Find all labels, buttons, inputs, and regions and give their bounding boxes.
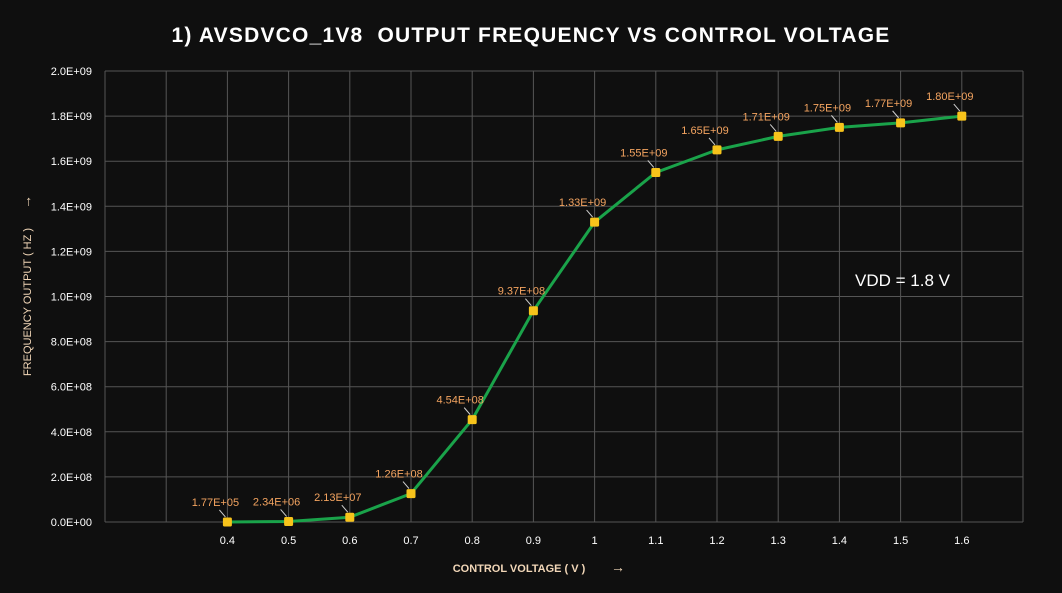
x-axis-ticks: 0.4 0.5 0.6 0.7 0.8 0.9 1 1.1 1.2 1.3 1.4 1.5 1.6 bbox=[220, 535, 970, 547]
vdd-annotation: VDD = 1.8 V bbox=[855, 271, 951, 290]
x-tick-label: 1.6 bbox=[954, 535, 969, 547]
x-tick-label: 0.7 bbox=[403, 535, 418, 547]
data-label: 4.54E+08 bbox=[436, 395, 483, 407]
y-tick-label: 1.0E+09 bbox=[51, 292, 92, 304]
data-point bbox=[590, 217, 600, 227]
x-axis-arrow: → bbox=[611, 559, 625, 575]
y-tick-label: 2.0E+08 bbox=[51, 472, 92, 484]
leader-line bbox=[708, 137, 716, 146]
x-tick-label: 0.5 bbox=[281, 535, 296, 547]
y-axis-arrow: → bbox=[18, 195, 34, 209]
data-point bbox=[406, 489, 416, 499]
data-label: 9.37E+08 bbox=[498, 286, 545, 298]
y-tick-label: 6.0E+08 bbox=[51, 382, 92, 394]
data-label: 2.13E+07 bbox=[314, 492, 361, 504]
y-tick-label: 1.4E+09 bbox=[51, 201, 92, 213]
leader-line bbox=[647, 160, 655, 168]
data-point bbox=[467, 415, 477, 425]
x-tick-label: 1.5 bbox=[893, 535, 908, 547]
x-tick-label: 0.4 bbox=[220, 535, 235, 547]
y-tick-label: 0.0E+00 bbox=[51, 517, 92, 529]
data-point bbox=[528, 306, 538, 316]
data-point bbox=[651, 167, 661, 177]
y-tick-label: 1.8E+09 bbox=[51, 111, 92, 123]
x-tick-label: 0.8 bbox=[465, 535, 480, 547]
data-label: 1.75E+09 bbox=[804, 102, 851, 114]
data-point bbox=[773, 131, 783, 141]
data-label: 1.71E+09 bbox=[742, 111, 789, 123]
y-tick-label: 1.6E+09 bbox=[51, 156, 92, 168]
data-label: 1.77E+05 bbox=[192, 497, 239, 509]
grid bbox=[104, 70, 1024, 523]
x-tick-label: 1.2 bbox=[709, 535, 724, 547]
data-label: 1.80E+09 bbox=[926, 91, 973, 103]
x-tick-label: 0.9 bbox=[526, 535, 541, 547]
leader-line bbox=[463, 407, 471, 415]
leader-line bbox=[341, 504, 349, 513]
y-tick-label: 2.0E+09 bbox=[51, 66, 92, 78]
leader-line bbox=[769, 124, 777, 132]
data-point bbox=[345, 512, 355, 522]
leader-line bbox=[402, 481, 410, 489]
y-tick-label: 4.0E+08 bbox=[51, 427, 92, 439]
data-point bbox=[284, 516, 294, 526]
data-labels: 1.77E+05 2.34E+06 2.13E+07 1.26E+08 4.54E+08… bbox=[192, 91, 974, 518]
leader-line bbox=[953, 103, 961, 112]
data-point bbox=[834, 122, 844, 132]
data-point bbox=[222, 517, 232, 527]
leader-line bbox=[280, 509, 287, 517]
leader-line bbox=[892, 110, 899, 119]
x-tick-label: 1.3 bbox=[771, 535, 786, 547]
data-label: 1.65E+09 bbox=[681, 125, 728, 137]
data-point bbox=[957, 111, 967, 121]
data-label: 1.33E+09 bbox=[559, 197, 606, 209]
data-label: 1.55E+09 bbox=[620, 147, 667, 159]
data-point bbox=[896, 118, 906, 128]
x-tick-label: 1.4 bbox=[832, 535, 847, 547]
y-axis-ticks: 0.0E+00 2.0E+08 4.0E+08 6.0E+08 8.0E+08 1.0E+… bbox=[51, 66, 92, 529]
y-axis-title: FREQUENCY OUTPUT ( HZ ) bbox=[22, 228, 34, 376]
leader-line bbox=[525, 298, 532, 307]
x-axis-title: CONTROL VOLTAGE ( V ) bbox=[453, 563, 586, 575]
series-markers bbox=[222, 111, 967, 527]
x-tick-label: 1 bbox=[592, 535, 598, 547]
leader-line bbox=[586, 209, 593, 218]
data-label: 2.34E+06 bbox=[253, 496, 300, 508]
x-tick-label: 1.1 bbox=[648, 535, 663, 547]
leader-line bbox=[831, 115, 838, 123]
chart-title: 1) AVSDVCO_1V8 OUTPUT FREQUENCY VS CONTR… bbox=[172, 24, 891, 47]
x-tick-label: 0.6 bbox=[342, 535, 357, 547]
data-point bbox=[712, 145, 722, 155]
y-tick-label: 8.0E+08 bbox=[51, 337, 92, 349]
leader-line bbox=[219, 509, 226, 518]
y-tick-label: 1.2E+09 bbox=[51, 246, 92, 258]
data-label: 1.77E+09 bbox=[865, 98, 912, 110]
data-label: 1.26E+08 bbox=[375, 469, 422, 481]
